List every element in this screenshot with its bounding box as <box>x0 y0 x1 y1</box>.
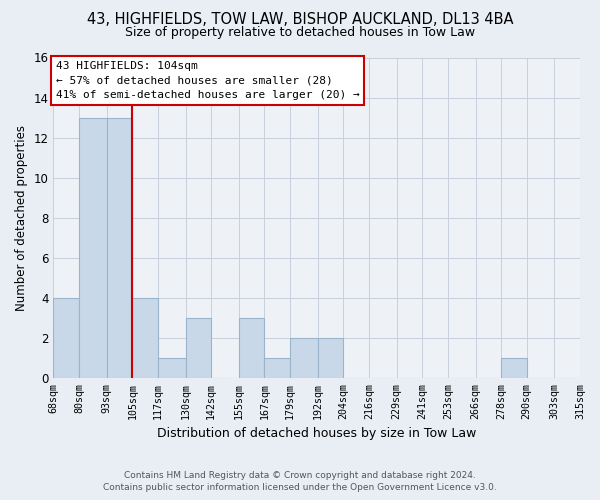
Y-axis label: Number of detached properties: Number of detached properties <box>15 124 28 310</box>
Bar <box>132 298 158 378</box>
Bar <box>158 358 185 378</box>
Text: Contains HM Land Registry data © Crown copyright and database right 2024.
Contai: Contains HM Land Registry data © Crown c… <box>103 471 497 492</box>
Bar <box>239 318 265 378</box>
Text: 43, HIGHFIELDS, TOW LAW, BISHOP AUCKLAND, DL13 4BA: 43, HIGHFIELDS, TOW LAW, BISHOP AUCKLAND… <box>87 12 513 28</box>
Bar <box>290 338 318 378</box>
Bar <box>318 338 343 378</box>
Bar <box>185 318 211 378</box>
Bar <box>265 358 290 378</box>
Bar <box>53 298 79 378</box>
Text: Size of property relative to detached houses in Tow Law: Size of property relative to detached ho… <box>125 26 475 39</box>
Bar <box>79 118 107 378</box>
Bar <box>501 358 527 378</box>
Bar <box>107 118 132 378</box>
Text: 43 HIGHFIELDS: 104sqm
← 57% of detached houses are smaller (28)
41% of semi-deta: 43 HIGHFIELDS: 104sqm ← 57% of detached … <box>56 60 359 100</box>
X-axis label: Distribution of detached houses by size in Tow Law: Distribution of detached houses by size … <box>157 427 476 440</box>
